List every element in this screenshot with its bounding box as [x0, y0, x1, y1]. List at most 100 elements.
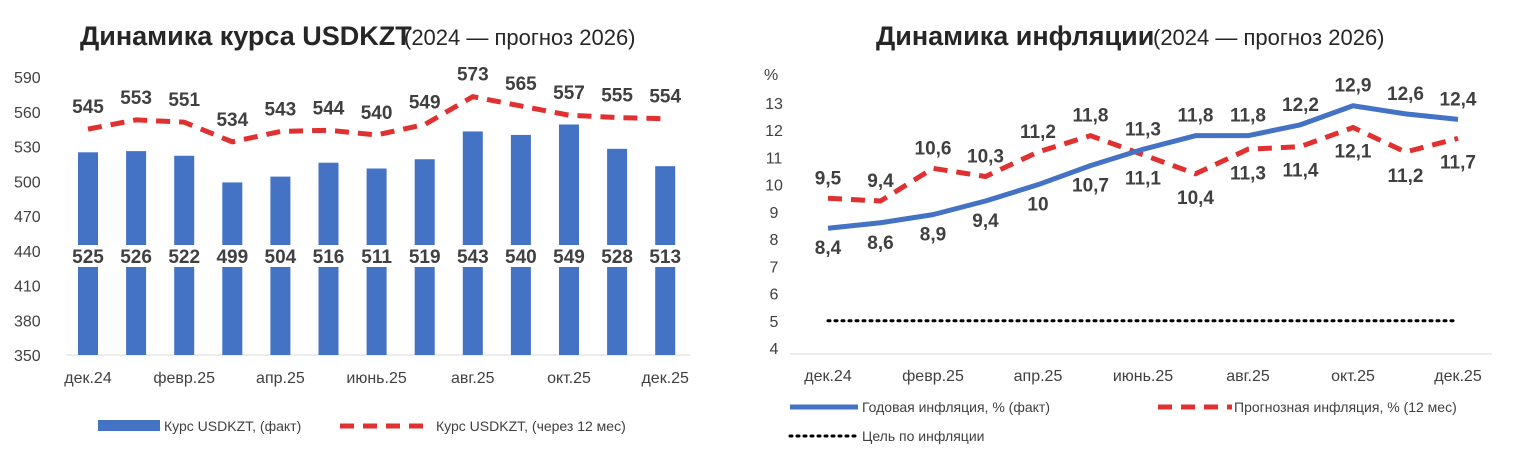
- actual-label: 8,4: [815, 238, 842, 259]
- bar: [510, 134, 531, 355]
- forecast-label: 11,2: [1388, 166, 1424, 187]
- bar-label: 511: [361, 247, 392, 268]
- bar-label-bg: [498, 245, 543, 267]
- actual-label: 11,8: [1178, 106, 1214, 127]
- forecast-label: 11,7: [1440, 152, 1476, 173]
- line-label: 545: [72, 97, 104, 118]
- bar-label-bg: [547, 245, 591, 267]
- legend-label: Цель по инфляции: [862, 428, 984, 444]
- line-label: 573: [457, 65, 489, 86]
- y-tick-label: 560: [14, 105, 41, 122]
- forecast-label: 11,3: [1230, 163, 1266, 184]
- actual-label: 11,8: [1230, 106, 1266, 127]
- line-label: 565: [505, 74, 537, 95]
- y-tick-label: 10: [765, 178, 783, 195]
- actual-label: 11,3: [1125, 119, 1161, 140]
- bar-label: 499: [216, 247, 248, 268]
- x-tick-label: авг.25: [1226, 368, 1270, 385]
- y-tick-label: 380: [14, 313, 41, 330]
- bar-label-bg: [114, 245, 159, 267]
- bar-label: 519: [409, 247, 441, 268]
- x-tick-label: апр.25: [256, 370, 305, 387]
- forecast-label: 10,4: [1177, 188, 1214, 209]
- forecast-label: 10,6: [915, 138, 952, 159]
- x-tick-label: июнь.25: [346, 370, 406, 387]
- line-label: 553: [120, 88, 152, 109]
- line-label: 534: [216, 110, 248, 131]
- x-tick-label: дек.24: [804, 368, 852, 385]
- chart-subtitle: (2024 — прогноз 2026): [404, 25, 636, 50]
- y-tick-label: 9: [770, 205, 779, 222]
- bar: [222, 182, 243, 355]
- bar-label: 526: [120, 247, 152, 268]
- y-tick-label: 8: [770, 232, 779, 249]
- bar: [462, 131, 483, 355]
- forecast-line: [87, 94, 666, 145]
- x-tick-label: дек.24: [64, 370, 112, 387]
- line-label: 557: [553, 83, 585, 104]
- bar-label-bg: [450, 245, 495, 267]
- actual-label: 9,4: [972, 211, 999, 232]
- bar-label-bg: [354, 245, 399, 267]
- x-tick-label: авг.25: [451, 370, 495, 387]
- y-tick-label: 440: [14, 244, 41, 261]
- legend-label: Курс USDKZT, (факт): [164, 418, 301, 434]
- bar-label: 528: [601, 247, 633, 268]
- line-label: 543: [265, 99, 297, 120]
- bar-label: 504: [265, 247, 297, 268]
- bar-label-bg: [643, 245, 688, 267]
- legend-label: Годовая инфляция, % (факт): [862, 399, 1050, 415]
- bar-label: 525: [72, 247, 104, 268]
- y-tick-label: 6: [770, 287, 779, 304]
- y-tick-label: 7: [770, 259, 779, 276]
- bar-label-bg: [402, 245, 447, 267]
- bar-label-bg: [595, 245, 640, 267]
- line-label: 555: [601, 86, 633, 107]
- forecast-label: 9,5: [815, 168, 842, 189]
- y-tick-label: 410: [14, 279, 41, 296]
- actual-label: 12,9: [1335, 76, 1372, 97]
- forecast-label: 11,4: [1283, 161, 1319, 182]
- actual-label: 12,6: [1387, 84, 1424, 105]
- y-tick-label: 11: [766, 150, 783, 167]
- actual-label: 10,7: [1072, 176, 1109, 197]
- y-tick-label: 5: [770, 314, 779, 331]
- line-label: 549: [409, 92, 441, 113]
- forecast-label: 10,3: [967, 147, 1004, 168]
- x-tick-label: февр.25: [153, 370, 215, 387]
- bar-label-bg: [66, 245, 110, 267]
- actual-label: 12,2: [1282, 95, 1319, 116]
- y-tick-label: 350: [14, 348, 41, 365]
- legend-label: Прогнозная инфляция, % (12 мес): [1234, 399, 1457, 415]
- bar-label: 549: [553, 247, 585, 268]
- x-tick-label: окт.25: [1331, 368, 1375, 385]
- actual-label: 8,9: [920, 225, 946, 246]
- y-tick-label: 4: [770, 341, 779, 358]
- y-tick-label: 470: [14, 209, 41, 226]
- legend-label: Курс USDKZT, (через 12 мес): [436, 418, 626, 434]
- x-tick-label: дек.25: [641, 370, 689, 387]
- line-label: 540: [361, 103, 393, 124]
- line-label: 554: [649, 87, 681, 108]
- forecast-label: 11,1: [1125, 169, 1161, 190]
- y-tick-label: 530: [14, 140, 41, 157]
- line-label: 551: [168, 90, 200, 111]
- chart-title: Динамика инфляции: [876, 21, 1154, 51]
- actual-label: 12,4: [1440, 89, 1477, 110]
- forecast-line: [827, 124, 1459, 204]
- y-tick-label: 500: [14, 174, 41, 191]
- forecast-label: 12,1: [1335, 142, 1372, 163]
- y-tick-label: 12: [765, 123, 783, 140]
- chart-subtitle: (2024 — прогноз 2026): [1153, 25, 1385, 50]
- actual-label: 10: [1027, 195, 1048, 216]
- bar-label-bg: [210, 245, 255, 267]
- bar-label: 516: [313, 247, 345, 268]
- y-tick-label: 13: [765, 96, 783, 113]
- forecast-label: 9,4: [867, 171, 894, 192]
- x-tick-label: февр.25: [902, 368, 964, 385]
- forecast-label: 11,8: [1073, 106, 1109, 127]
- bar-label: 522: [168, 247, 200, 268]
- bar-label-bg: [162, 245, 207, 267]
- actual-line: [827, 103, 1459, 231]
